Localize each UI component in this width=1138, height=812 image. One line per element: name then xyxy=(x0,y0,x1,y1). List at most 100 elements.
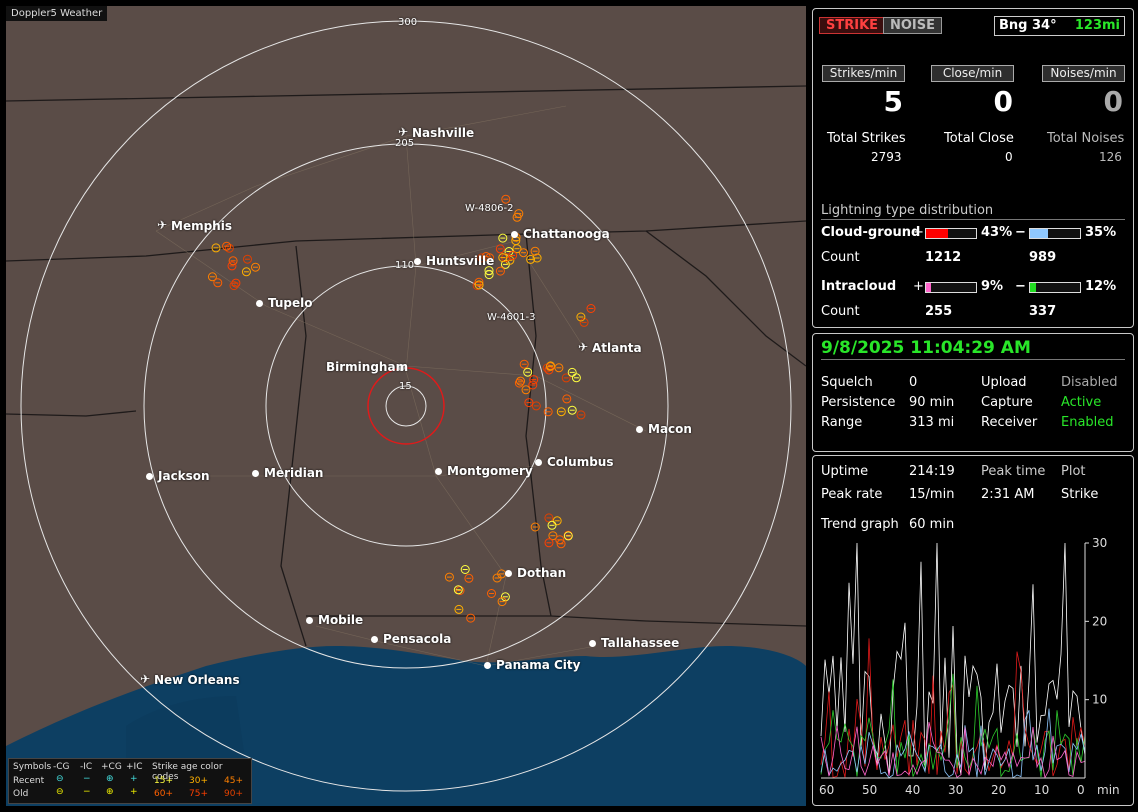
info-v1: 90 min xyxy=(909,395,955,410)
y-tick-label: 30 xyxy=(1092,538,1107,550)
city-dot-icon xyxy=(256,300,263,307)
ic-count-label: Count xyxy=(821,304,860,319)
x-tick-label: 30 xyxy=(948,783,963,797)
strike-marker xyxy=(516,376,525,386)
strike-layer xyxy=(207,194,596,623)
plot-value[interactable]: Strike xyxy=(1061,487,1099,502)
legend-age-75: 75+ xyxy=(189,789,208,799)
legend-neg-cg-icon: ⊖ xyxy=(56,774,64,784)
intracloud-pos-sign: + xyxy=(913,279,924,294)
strike-marker xyxy=(229,281,239,291)
trend-graph-value: 60 min xyxy=(909,517,955,532)
strike-marker xyxy=(484,270,494,280)
distribution-title: Lightning type distribution xyxy=(821,203,994,218)
uptime-value: 214:19 xyxy=(909,464,955,479)
range-label-110: 110 xyxy=(395,260,415,271)
cg-count-neg: 989 xyxy=(1029,250,1057,265)
legend-header-pos-cg: +CG xyxy=(101,762,122,772)
roads xyxy=(155,105,647,667)
intracloud-neg-sign: − xyxy=(1015,279,1026,294)
city-label: Pensacola xyxy=(383,632,452,646)
strike-marker xyxy=(495,266,505,276)
strike-marker xyxy=(556,407,566,417)
noise-indicator[interactable]: NOISE xyxy=(883,17,943,34)
strike-marker xyxy=(477,253,487,263)
legend-recent-label: Recent xyxy=(13,776,45,786)
strike-marker xyxy=(207,272,217,282)
strike-marker xyxy=(562,394,572,404)
strike-indicator[interactable]: STRIKE xyxy=(819,17,886,34)
trend-graph: 30 20 10 60 50 40 30 20 10 0 min xyxy=(819,538,1120,797)
city-label: New Orleans xyxy=(154,673,240,687)
strike-marker xyxy=(552,516,562,526)
strike-marker xyxy=(224,243,234,253)
strike-marker xyxy=(228,256,238,266)
strike-marker xyxy=(528,380,538,390)
total-noises-label: Total Noises xyxy=(1047,131,1125,146)
intracloud-label: Intracloud xyxy=(821,279,897,294)
bearing-box: Bng 34° 123mi xyxy=(994,16,1125,36)
info-v1: 0 xyxy=(909,375,918,390)
city-dot-icon xyxy=(435,468,442,475)
legend-header-pos-ic: +IC xyxy=(126,762,143,772)
city-label: Macon xyxy=(648,422,692,436)
cloud-ground-pos-pct: 43% xyxy=(981,225,1013,240)
info-k2: Capture xyxy=(981,395,1033,410)
strike-marker xyxy=(251,262,260,272)
x-tick-label: 50 xyxy=(862,783,877,797)
strike-marker xyxy=(453,585,463,595)
legend-old-label: Old xyxy=(13,789,29,799)
info-v2: Disabled xyxy=(1061,375,1118,390)
strike-marker xyxy=(460,565,470,574)
close-per-min-value: 0 xyxy=(993,85,1013,118)
strike-marker xyxy=(521,385,531,395)
info-k1: Persistence xyxy=(821,395,896,410)
city-label: Birmingham xyxy=(326,360,409,374)
strike-marker xyxy=(529,375,539,385)
cloud-ground-label: Cloud-ground xyxy=(821,225,921,240)
cloud-ground-neg-bar xyxy=(1029,228,1081,239)
airport-icon: ✈ xyxy=(398,125,409,139)
strike-marker xyxy=(519,359,529,369)
y-tick-label: 20 xyxy=(1092,614,1107,628)
total-strikes-label: Total Strikes xyxy=(827,131,906,146)
legend-age-title: Strike age color codes xyxy=(152,762,223,782)
legend-old-neg-cg-icon: ⊖ xyxy=(56,787,64,797)
trend-series-line xyxy=(820,638,1086,779)
noises-per-min-label: Noises/min xyxy=(1042,65,1125,82)
lightning-map[interactable]: 300 205 110 15 W-4806-2 W-4601-3 ✈ Nashvi… xyxy=(6,6,806,806)
uptime-label: Uptime xyxy=(821,464,869,479)
trend-series-line xyxy=(820,708,1086,779)
city-label: Columbus xyxy=(547,455,614,469)
strike-marker xyxy=(531,401,541,411)
strike-marker xyxy=(530,522,540,532)
station-label: W-4806-2 xyxy=(465,203,514,214)
bearing-range: 123mi xyxy=(1074,18,1120,33)
strike-marker xyxy=(222,241,232,251)
strike-marker xyxy=(532,253,542,263)
state-borders xyxy=(6,85,806,647)
trend-series-line xyxy=(820,722,1086,779)
strike-marker xyxy=(497,597,507,607)
legend-age-60: 60+ xyxy=(154,789,173,799)
legend-symbols-label: Symbols xyxy=(13,762,52,772)
legend-age-15: 15+ xyxy=(154,776,173,786)
city-label: Meridian xyxy=(264,466,324,480)
city-label: Tupelo xyxy=(268,296,313,310)
city-label: Panama City xyxy=(496,658,581,672)
close-per-min-label: Close/min xyxy=(931,65,1014,82)
strike-marker xyxy=(231,278,241,288)
city-label: Chattanooga xyxy=(523,227,610,241)
strike-marker xyxy=(544,513,554,523)
cloud-ground-pos-sign: + xyxy=(913,225,924,240)
strike-marker xyxy=(526,254,536,264)
close-range-ring xyxy=(367,367,445,445)
cloud-ground-neg-sign: − xyxy=(1015,225,1026,240)
city-label: Atlanta xyxy=(592,341,642,355)
strike-marker xyxy=(523,367,533,377)
info-k1: Range xyxy=(821,415,863,430)
info-panel: 9/8/2025 11:04:29 AM Squelch 0 Upload Disab… xyxy=(812,333,1134,452)
strike-marker xyxy=(561,373,571,383)
ic-count-pos: 255 xyxy=(925,304,953,319)
trend-series-line xyxy=(820,673,1086,778)
